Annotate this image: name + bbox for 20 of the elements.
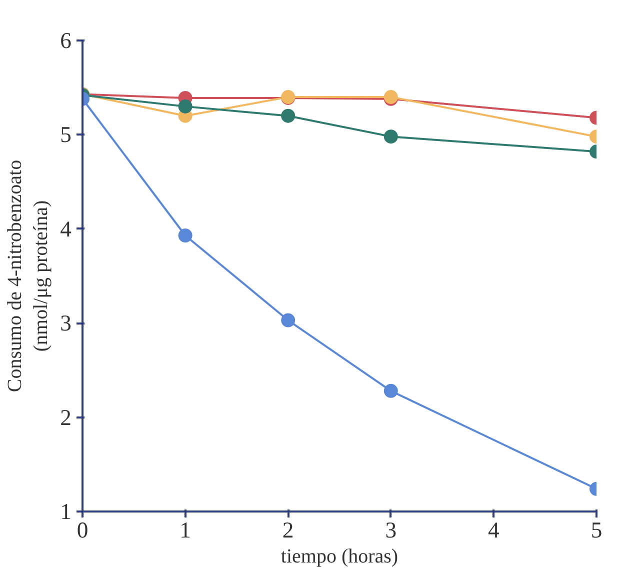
y-tick-label: 5: [60, 122, 72, 148]
y-tick-label: 4: [60, 216, 72, 242]
point: [281, 108, 296, 123]
x-tick-label: 3: [385, 518, 397, 542]
x-tick-label: 4: [488, 518, 500, 542]
point: [281, 313, 296, 328]
point: [178, 228, 192, 242]
point: [384, 384, 398, 398]
y-tick-label: 3: [60, 310, 72, 336]
x-tick-label: 2: [282, 518, 294, 542]
y-tick-label: 2: [60, 404, 72, 430]
y-tick-label: 6: [60, 28, 72, 53]
point: [178, 99, 192, 114]
y-tick-label: 1: [60, 499, 72, 524]
x-tick-label: 0: [76, 518, 88, 542]
x-tick-label: 1: [180, 518, 191, 542]
point: [384, 130, 398, 144]
x-axis-title: tiempo (horas): [280, 546, 398, 568]
y-axis-title: Consumo de 4-nitrobenzoato (nmol/μg proteína): [4, 160, 52, 392]
x-tick-label: 5: [590, 518, 602, 542]
